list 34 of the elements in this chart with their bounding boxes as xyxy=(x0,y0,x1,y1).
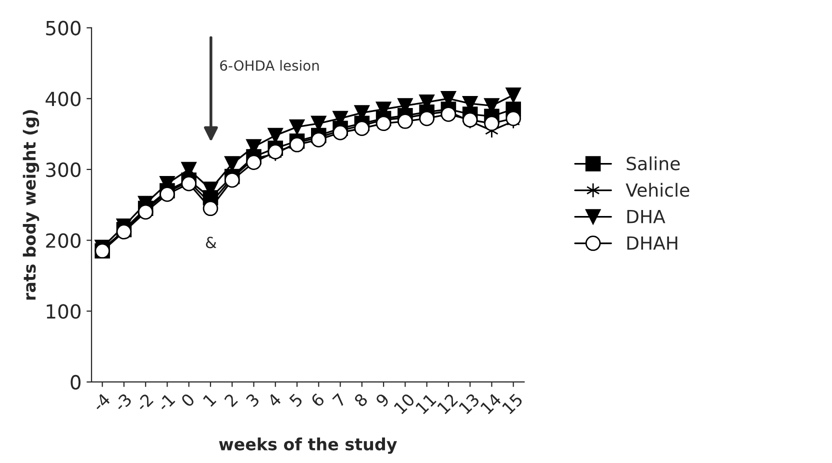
y-tick-label: 0 xyxy=(70,374,81,390)
x-tick-label: 13 xyxy=(458,392,480,415)
x-tick-label: 1 xyxy=(202,393,216,407)
y-tick-label: 300 xyxy=(46,162,81,178)
x-tick-label: 11 xyxy=(415,393,436,414)
x-tick-label: -2 xyxy=(134,393,154,412)
x-tick-label: -1 xyxy=(156,393,176,412)
x-tick-label: 14 xyxy=(480,392,502,414)
x-tick-label: -3 xyxy=(113,392,132,412)
legend-label: DHAH xyxy=(627,236,678,250)
x-tick-label: 7 xyxy=(332,393,346,408)
x-tick-label: 3 xyxy=(245,392,260,408)
y-axis-title: rats body weight (g) xyxy=(22,110,40,300)
x-tick-label: 5 xyxy=(288,393,304,408)
x-tick-label: 12 xyxy=(436,393,458,414)
x-tick-label: 6 xyxy=(310,392,326,408)
x-tick-label: 15 xyxy=(502,393,524,415)
x-tick-label: 8 xyxy=(353,392,368,408)
y-tick-label: 100 xyxy=(46,304,81,319)
legend-label: Saline xyxy=(626,156,680,170)
annotation: & xyxy=(206,236,216,248)
x-tick-label: 9 xyxy=(375,392,390,408)
x-tick-label: 0 xyxy=(180,392,196,408)
x-tick-label: 10 xyxy=(393,392,416,415)
y-tick-label: 400 xyxy=(46,92,81,106)
x-tick-label: 4 xyxy=(266,392,282,408)
x-tick-label: -4 xyxy=(92,392,111,412)
x-tick-label: 2 xyxy=(224,393,238,408)
y-tick-label: 500 xyxy=(46,20,81,36)
legend-label: Vehicle xyxy=(626,182,690,197)
annotation: 6-OHDA lesion xyxy=(220,60,319,71)
legend-label: DHA xyxy=(627,210,666,224)
y-tick-label: 200 xyxy=(46,233,81,248)
x-axis-title: weeks of the study xyxy=(219,438,397,454)
